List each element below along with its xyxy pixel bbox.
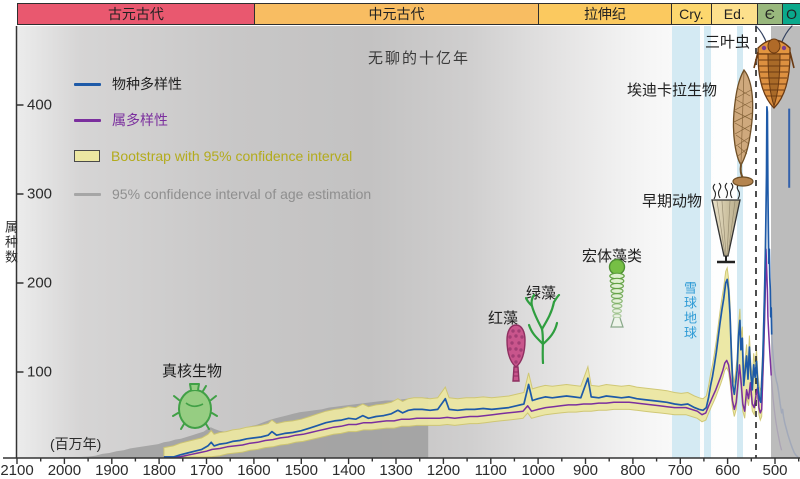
- legend-item-bootstrap: Bootstrap with 95% confidence interval: [74, 148, 352, 164]
- ediacaran-frond-icon: [732, 68, 754, 187]
- y-tick-label-100: 100: [27, 363, 53, 381]
- x-tick-label-1600: 1600: [237, 462, 271, 479]
- axis-ticks: [16, 104, 800, 464]
- period-5: Ed.: [711, 3, 758, 25]
- period-4: Cry.: [670, 3, 713, 25]
- x-tick-label-1000: 1000: [521, 462, 555, 479]
- plot-background: [17, 26, 800, 458]
- x-tick-label-500: 500: [762, 462, 788, 479]
- legend-label: 95% confidence interval of age estimatio…: [112, 186, 372, 202]
- genus-line-swatch: [74, 118, 101, 122]
- geologic-period-bar: 古元古代 中元古代 拉伸纪 Cry. Ed. Є O: [0, 0, 800, 26]
- period-3: 拉伸纪: [538, 3, 672, 25]
- period-7: O: [782, 3, 800, 25]
- legend-label: 属多样性: [112, 112, 168, 128]
- y-tick-label-200: 200: [27, 274, 53, 292]
- trilobite-label: 三叶虫: [705, 34, 751, 51]
- genus-diversity-faded-tail-line: [770, 375, 783, 451]
- early-animals-label: 早期动物: [642, 193, 703, 210]
- legend-item-age-ci: 95% confidence interval of age estimatio…: [74, 186, 371, 202]
- species-diversity-faded-tail-line: [770, 334, 799, 458]
- macroalgae-icon: [608, 258, 626, 328]
- legend-label: Bootstrap with 95% confidence interval: [111, 148, 353, 164]
- x-tick-label-1700: 1700: [189, 462, 224, 479]
- bootstrap-band-swatch: [74, 150, 100, 162]
- ediacaran-label: 埃迪卡拉生物: [627, 82, 718, 99]
- period-1: 古元古代: [17, 3, 255, 25]
- bootstrap-band: [163, 233, 767, 458]
- chart-title: 无聊的十亿年: [368, 50, 471, 67]
- legend-label: 物种多样性: [112, 76, 182, 92]
- x-tick-label-1800: 1800: [142, 462, 176, 479]
- genus-diversity-line: [163, 248, 772, 458]
- snowball-band-gaskiers: [737, 26, 744, 458]
- x-tick-label-600: 600: [715, 462, 741, 479]
- x-tick-label-1300: 1300: [379, 462, 413, 479]
- x-tick-label-1400: 1400: [331, 462, 366, 479]
- species-line-swatch: [74, 82, 101, 86]
- eukaryote-icon: [172, 383, 218, 430]
- green-algae-icon: [524, 294, 561, 364]
- red-algae-label: 红藻: [488, 310, 519, 327]
- macroalgae-label: 宏体藻类: [582, 248, 643, 265]
- age-ci-line-swatch: [74, 192, 101, 196]
- x-axis-unit-label: (百万年): [50, 436, 102, 452]
- snowball-earth-label: 雪球地球: [682, 281, 697, 341]
- species-diversity-line: [163, 105, 773, 458]
- period-6: Є: [756, 3, 784, 25]
- x-tick-label-1500: 1500: [284, 462, 318, 479]
- trilobite-icon: [753, 25, 795, 109]
- legend-item-species: 物种多样性: [74, 76, 182, 92]
- y-axis-label: 属种数: [3, 220, 18, 265]
- x-tick-label-700: 700: [667, 462, 693, 479]
- x-tick-label-1100: 1100: [474, 462, 507, 479]
- eukaryote-label: 真核生物: [162, 363, 223, 380]
- y-tick-label-400: 400: [27, 96, 53, 114]
- x-tick-label-2100: 2100: [0, 462, 34, 479]
- y-tick-label-300: 300: [27, 185, 53, 203]
- red-algae-icon: [506, 324, 526, 382]
- x-tick-label-2000: 2000: [47, 462, 82, 479]
- early-animal-icon: [711, 182, 741, 264]
- snowball-band-marinoan: [703, 26, 712, 458]
- x-tick-label-1200: 1200: [426, 462, 461, 479]
- x-tick-label-900: 900: [572, 462, 599, 479]
- period-2: 中元古代: [253, 3, 540, 25]
- x-tick-label-800: 800: [620, 462, 646, 479]
- x-tick-label-1900: 1900: [95, 462, 129, 479]
- snowball-band-sturtian: [672, 26, 701, 458]
- legend-item-genus: 属多样性: [74, 112, 168, 128]
